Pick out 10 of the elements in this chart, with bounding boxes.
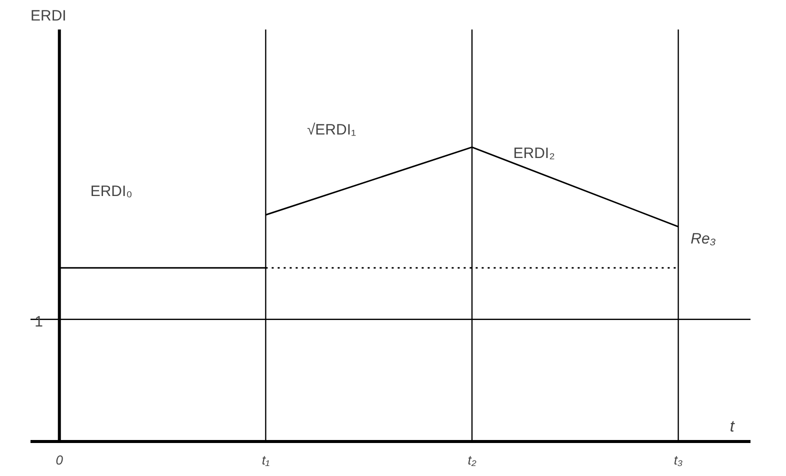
x-tick-label: t₁ bbox=[262, 452, 270, 468]
annotation: Re₃ bbox=[690, 230, 716, 248]
text: ERDI bbox=[30, 8, 66, 24]
x-tick-label: t₃ bbox=[674, 452, 683, 468]
annotation: ERDI₀ bbox=[90, 183, 132, 200]
x-tick-label: 0 bbox=[56, 452, 64, 468]
annotation: ERDI₂ bbox=[513, 144, 556, 162]
x-tick-label: t₂ bbox=[468, 452, 476, 468]
text: √ERDI₁ bbox=[306, 121, 356, 138]
x-axis-title: t bbox=[730, 418, 735, 436]
